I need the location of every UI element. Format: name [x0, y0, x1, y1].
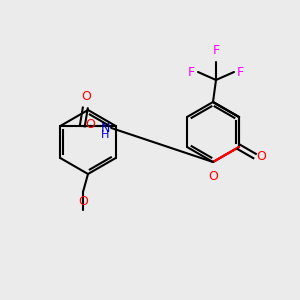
Text: O: O [208, 170, 218, 183]
Text: O: O [256, 149, 266, 163]
Text: H: H [101, 130, 110, 140]
Text: F: F [212, 44, 220, 57]
Text: O: O [85, 118, 95, 131]
Text: O: O [78, 195, 88, 208]
Text: F: F [188, 65, 195, 79]
Text: F: F [237, 65, 244, 79]
Text: O: O [81, 90, 91, 103]
Text: N: N [100, 122, 110, 134]
